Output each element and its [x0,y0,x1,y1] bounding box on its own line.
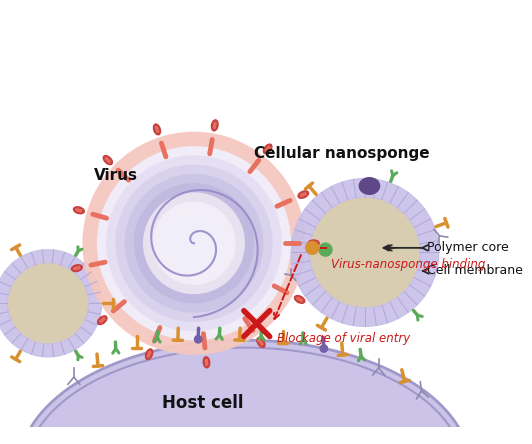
Circle shape [153,202,235,284]
Circle shape [83,132,305,354]
Ellipse shape [73,207,84,214]
Text: Cellular nanosponge: Cellular nanosponge [254,146,429,161]
Circle shape [195,336,202,343]
Polygon shape [0,250,102,357]
Circle shape [306,242,319,254]
Ellipse shape [194,432,379,444]
Text: Blockage of viral entry: Blockage of viral entry [277,332,410,345]
Circle shape [166,215,222,271]
Ellipse shape [103,155,112,165]
Ellipse shape [263,144,272,154]
Circle shape [310,197,420,308]
Ellipse shape [298,191,309,198]
Circle shape [319,243,332,256]
Ellipse shape [203,357,210,368]
Circle shape [7,263,89,344]
Text: Virus-nanosponge binding: Virus-nanosponge binding [331,258,485,271]
Ellipse shape [145,349,153,360]
Text: Host cell: Host cell [162,394,244,412]
Text: Polymer core: Polymer core [427,242,509,254]
Circle shape [116,165,272,321]
Circle shape [97,147,290,340]
Circle shape [125,174,263,312]
Ellipse shape [71,265,82,271]
Ellipse shape [359,178,380,194]
Ellipse shape [97,316,107,325]
Ellipse shape [308,240,319,246]
Polygon shape [291,178,439,326]
Text: Cell membrane: Cell membrane [427,265,522,278]
Ellipse shape [295,296,305,303]
Circle shape [135,184,253,303]
Ellipse shape [211,120,218,131]
Ellipse shape [153,124,161,135]
Ellipse shape [257,337,265,347]
Ellipse shape [19,340,471,444]
Circle shape [107,156,281,330]
Circle shape [144,193,244,293]
Circle shape [320,345,328,352]
Text: Virus: Virus [94,168,137,183]
